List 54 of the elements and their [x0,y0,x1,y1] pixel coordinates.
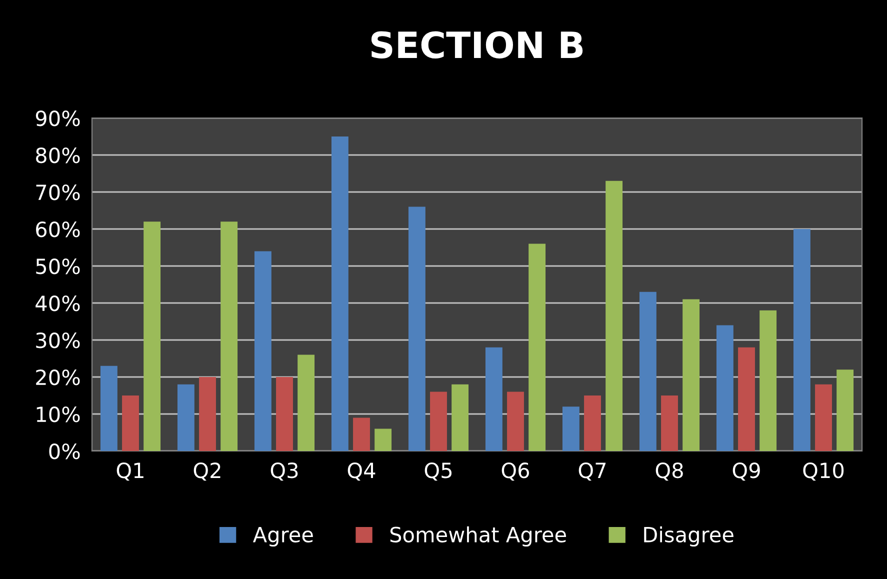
bar [584,396,601,451]
bar [606,180,623,451]
bar [760,310,777,451]
bar [528,244,546,451]
x-tick-label: Q9 [732,462,760,481]
y-tick-label: 80% [36,147,80,164]
y-tick-label: 40% [36,295,80,312]
y-tick-label: 10% [36,406,80,422]
bar [562,406,580,451]
legend-label: Disagree [644,526,734,547]
y-tick-label: 90% [36,110,80,126]
bar [331,136,348,451]
bar [639,292,656,451]
bar [815,384,832,451]
legend-label: Somewhat Agree [390,526,566,547]
x-tick-label: Q7 [578,462,606,481]
bar [122,396,139,451]
bar [452,384,469,451]
bar [374,428,392,451]
x-tick-label: Q2 [194,462,220,481]
bar [144,222,161,451]
bar [254,251,272,451]
chart-title: SECTION B [371,31,583,59]
bar [682,299,700,451]
bar [430,392,447,451]
bar [199,377,216,451]
bar [220,222,238,451]
bar [408,206,426,451]
bar [661,396,678,451]
bar [836,370,854,451]
bar [276,377,293,451]
bar [716,325,734,451]
x-tick-label: Q8 [656,462,683,481]
x-tick-label: Q4 [348,462,376,481]
x-tick-label: Q1 [116,462,144,481]
y-tick-label: 70% [36,184,80,200]
bar [100,366,118,451]
bar [485,347,502,451]
bar [738,347,755,451]
legend-label: Agree [252,527,313,547]
y-tick-label: 50% [36,258,80,274]
x-tick-label: Q5 [424,462,452,481]
bar [298,354,315,451]
y-tick-label: 60% [36,221,80,238]
y-tick-label: 0% [49,443,80,460]
y-tick-label: 30% [36,332,80,348]
x-tick-label: Q10 [803,462,844,481]
x-tick-label: Q6 [502,462,530,481]
bar [793,229,810,451]
bar [353,418,370,451]
x-tick-label: Q3 [270,462,298,481]
bar [177,384,194,451]
y-tick-label: 20% [36,369,80,386]
bar [507,392,524,451]
